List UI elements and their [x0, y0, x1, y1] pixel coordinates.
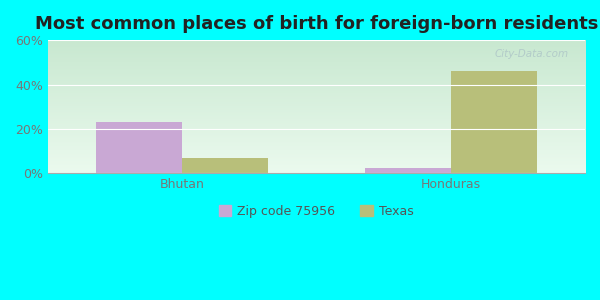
Title: Most common places of birth for foreign-born residents: Most common places of birth for foreign-… [35, 15, 598, 33]
Legend: Zip code 75956, Texas: Zip code 75956, Texas [219, 205, 414, 218]
Text: City-Data.com: City-Data.com [495, 50, 569, 59]
Bar [96, 122, 182, 173]
Bar [365, 168, 451, 173]
Bar [451, 71, 536, 173]
Bar [182, 158, 268, 173]
